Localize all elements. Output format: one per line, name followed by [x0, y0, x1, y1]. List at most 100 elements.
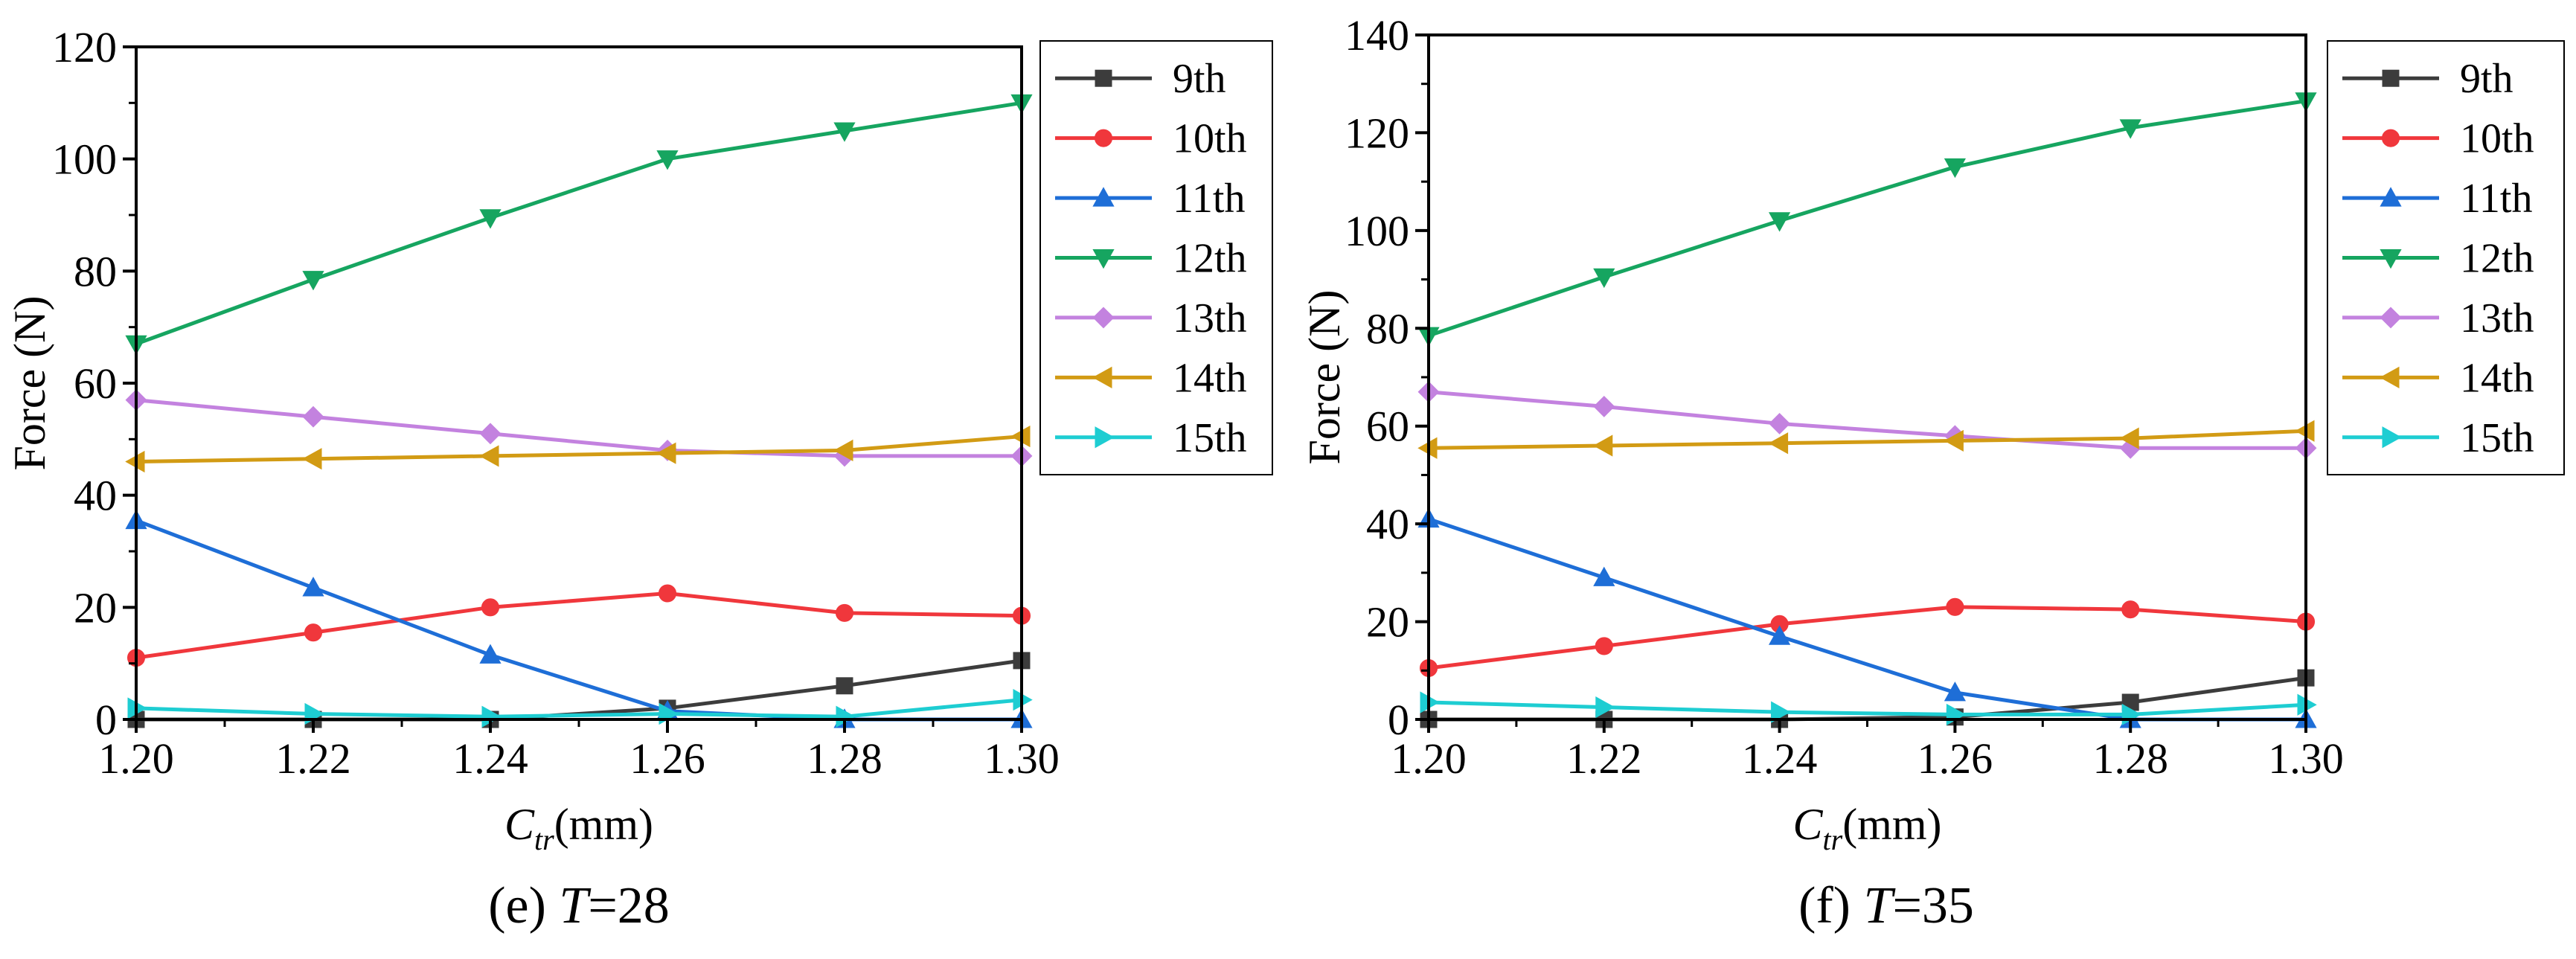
- series-line-14th: [135, 434, 1022, 464]
- series-group: [1417, 92, 2317, 728]
- data-point-11th-1: [1593, 566, 1615, 586]
- y-tick-label: 40: [1366, 500, 1409, 548]
- y-tick-label: 80: [74, 247, 117, 295]
- data-point-10th-1: [304, 623, 323, 642]
- legend-marker-12th: [1092, 249, 1115, 269]
- series-line-10th: [1428, 605, 2307, 670]
- y-axis-title: Force (N): [1300, 290, 1349, 465]
- data-point-14th-3: [656, 442, 676, 464]
- x-tick-label: 1.30: [984, 734, 1060, 783]
- x-axis-title-main: C: [1792, 800, 1823, 849]
- x-tick-label: 1.26: [629, 734, 705, 783]
- legend-label-11th: 11th: [1173, 176, 1245, 222]
- legend-marker-10th: [2381, 129, 2400, 147]
- data-point-14th-4: [833, 439, 853, 461]
- caption-prefix: (e): [488, 877, 559, 934]
- y-tick-label: 0: [1388, 696, 1409, 744]
- series-group: [125, 94, 1033, 728]
- x-tick-label: 1.28: [807, 734, 882, 783]
- legend-marker-14th: [1092, 366, 1112, 388]
- x-tick-label: 1.22: [275, 734, 351, 783]
- y-tick-label: 120: [1345, 109, 1409, 157]
- data-point-13th-1: [1593, 395, 1615, 417]
- data-point-10th-2: [481, 598, 500, 617]
- data-point-11th-3: [1944, 681, 1966, 702]
- data-point-12th-2: [479, 209, 502, 229]
- legend-marker-11th: [2380, 187, 2402, 207]
- data-point-12th-3: [1944, 158, 1966, 179]
- y-tick-label: 60: [1366, 402, 1409, 451]
- legend-label-12th: 12th: [2460, 236, 2534, 282]
- legend-marker-10th: [1094, 129, 1113, 147]
- legend-marker-11th: [1092, 187, 1115, 207]
- x-tick-label: 1.30: [2268, 734, 2344, 783]
- legend-label-15th: 15th: [1173, 415, 1247, 461]
- series-line-15th: [135, 698, 1022, 719]
- legend: 9th 10th 11th 12th 13th 14th 15th: [2327, 40, 2565, 475]
- legend-label-14th: 14th: [1173, 355, 1247, 401]
- x-axis-title-unit: (mm): [1842, 800, 1941, 849]
- plot-frame: [135, 45, 1023, 721]
- x-tick-label: 1.24: [452, 734, 528, 783]
- legend-marker-9th: [1095, 69, 1112, 87]
- x-tick-label: 1.28: [2092, 734, 2168, 783]
- series-line-11th: [1428, 517, 2306, 722]
- series-line-12th: [135, 100, 1022, 346]
- data-point-9th-4: [836, 677, 853, 695]
- data-point-10th-4: [2121, 600, 2140, 619]
- data-point-10th-4: [835, 603, 854, 622]
- caption-variable: T: [1864, 877, 1897, 934]
- x-tick-label: 1.20: [1391, 734, 1467, 783]
- x-axis-title: Ctr(mm): [1792, 800, 1941, 856]
- x-axis-title-main: C: [504, 800, 535, 849]
- legend-marker-14th: [2380, 366, 2400, 388]
- legend-marker-13th: [2380, 307, 2402, 329]
- x-axis-title: Ctr(mm): [504, 800, 653, 856]
- legend-marker-15th: [1095, 426, 1115, 449]
- data-point-14th-1: [302, 448, 322, 470]
- y-tick-label: 60: [74, 359, 117, 408]
- legend-marker-15th: [2382, 426, 2402, 449]
- series-line-13th: [135, 398, 1022, 458]
- y-tick-label: 120: [52, 23, 117, 71]
- x-axis-title-sub: tr: [534, 823, 554, 856]
- data-point-11th-2: [1769, 625, 1791, 645]
- legend-label-13th: 13th: [2460, 295, 2534, 341]
- data-point-13th-1: [302, 405, 324, 428]
- legend: 9th 10th 11th 12th 13th 14th 15th: [1039, 40, 1273, 475]
- figure-caption: (f) T=35: [1798, 877, 1974, 934]
- data-point-14th-2: [479, 445, 499, 467]
- data-point-12th-3: [656, 150, 679, 170]
- y-tick-label: 80: [1366, 304, 1409, 353]
- x-tick-label: 1.20: [98, 734, 174, 783]
- legend-marker-9th: [2382, 69, 2400, 87]
- series-line-13th: [1428, 390, 2306, 450]
- data-point-13th-2: [1769, 412, 1791, 434]
- legend-label-13th: 13th: [1173, 295, 1247, 341]
- data-point-14th-3: [1944, 429, 1964, 452]
- y-tick-label: 100: [52, 135, 117, 184]
- data-point-10th-3: [1946, 597, 1964, 616]
- caption-suffix: =28: [588, 877, 669, 934]
- series-line-14th: [1428, 429, 2307, 450]
- y-tick-label: 20: [1366, 598, 1409, 647]
- data-point-14th-2: [1768, 432, 1789, 455]
- data-point-12th-2: [1769, 212, 1791, 232]
- x-tick-label: 1.22: [1566, 734, 1642, 783]
- legend-label-10th: 10th: [1173, 116, 1247, 162]
- x-tick-label: 1.24: [1742, 734, 1818, 783]
- figure-caption: (e) T=28: [488, 877, 670, 934]
- chart-e: 0 20 40 60 80 100 120 1.20 1.22 1.24 1.26 1.28 1.30 F…: [5, 23, 1273, 934]
- data-point-11th-2: [479, 644, 502, 664]
- data-point-12th-1: [302, 271, 324, 291]
- legend-label-11th: 11th: [2460, 176, 2532, 222]
- chart-f: 0 20 40 60 80 100 120 140 1.20 1.22 1.24 1.26 1.28 1.…: [1300, 11, 2565, 934]
- legend-label-14th: 14th: [2460, 355, 2534, 401]
- legend-label-9th: 9th: [1173, 56, 1226, 102]
- data-point-12th-1: [1593, 268, 1615, 289]
- caption-prefix: (f): [1798, 877, 1863, 934]
- caption-suffix: =35: [1892, 877, 1973, 934]
- series-line-12th: [1428, 99, 2307, 338]
- data-point-10th-3: [658, 584, 677, 603]
